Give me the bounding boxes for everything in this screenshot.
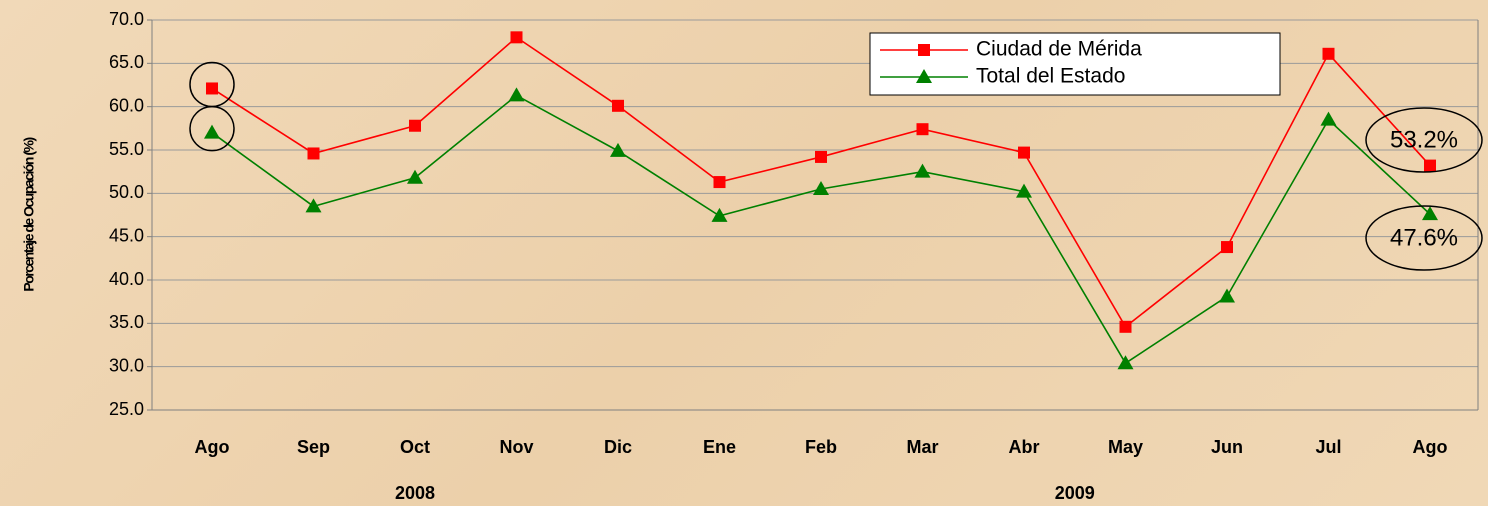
legend-box [869, 32, 1281, 96]
marker [204, 124, 220, 139]
y-tick-label: 60.0 [109, 95, 144, 115]
x-tick-label: Dic [604, 437, 632, 457]
marker [1119, 320, 1132, 333]
x-tick-label: Feb [805, 437, 837, 457]
label-circle [1365, 107, 1483, 173]
x-tick-label: Mar [906, 437, 938, 457]
marker [1320, 111, 1337, 126]
highlight-circle [189, 105, 235, 152]
y-axis-label: Porcentaje de Ocupación (%) [21, 138, 37, 292]
data-label: 47.6% [1390, 224, 1458, 251]
group-label: 2008 [395, 483, 435, 503]
marker [711, 207, 728, 222]
marker [1016, 183, 1032, 198]
y-tick-label: 40.0 [109, 269, 144, 289]
y-tick-label: 30.0 [109, 355, 144, 375]
marker [918, 44, 930, 56]
x-tick-label: Ago [1413, 437, 1448, 457]
marker [914, 163, 931, 178]
x-tick-label: Sep [297, 437, 330, 457]
x-tick-label: Ene [703, 437, 736, 457]
marker [206, 82, 218, 95]
x-tick-label: Nov [499, 437, 533, 457]
marker [813, 181, 829, 195]
marker [815, 150, 827, 163]
marker [610, 142, 626, 157]
y-tick-label: 25.0 [109, 399, 144, 419]
marker [1219, 288, 1235, 303]
x-tick-label: Jul [1315, 437, 1341, 457]
y-tick-label: 50.0 [109, 182, 144, 202]
y-tick-label: 45.0 [109, 225, 144, 245]
marker [1422, 206, 1438, 221]
legend-label: Ciudad de Mérida [976, 38, 1142, 61]
group-label: 2009 [1055, 483, 1095, 503]
marker [916, 123, 929, 136]
marker [916, 69, 932, 83]
x-tick-label: Abr [1009, 437, 1040, 457]
marker [307, 147, 320, 160]
marker [1117, 355, 1134, 370]
label-circle [1365, 205, 1483, 271]
marker [713, 176, 726, 189]
marker [407, 169, 423, 184]
marker [1221, 241, 1233, 254]
y-tick-label: 35.0 [109, 312, 144, 332]
y-tick-label: 70.0 [109, 9, 144, 29]
x-tick-label: Jun [1211, 437, 1243, 457]
marker [305, 198, 322, 213]
marker [409, 119, 421, 132]
legend-label: Total del Estado [976, 65, 1125, 88]
y-tick-label: 55.0 [109, 139, 144, 159]
x-tick-label: May [1108, 437, 1143, 457]
marker [612, 99, 624, 112]
marker [1018, 146, 1030, 159]
marker [1424, 159, 1436, 172]
marker [1322, 47, 1335, 60]
x-tick-label: Oct [400, 437, 430, 457]
marker [510, 31, 523, 44]
y-tick-label: 65.0 [109, 52, 144, 72]
data-label: 53.2% [1390, 126, 1458, 153]
x-tick-label: Ago [195, 437, 230, 457]
marker [508, 87, 525, 102]
